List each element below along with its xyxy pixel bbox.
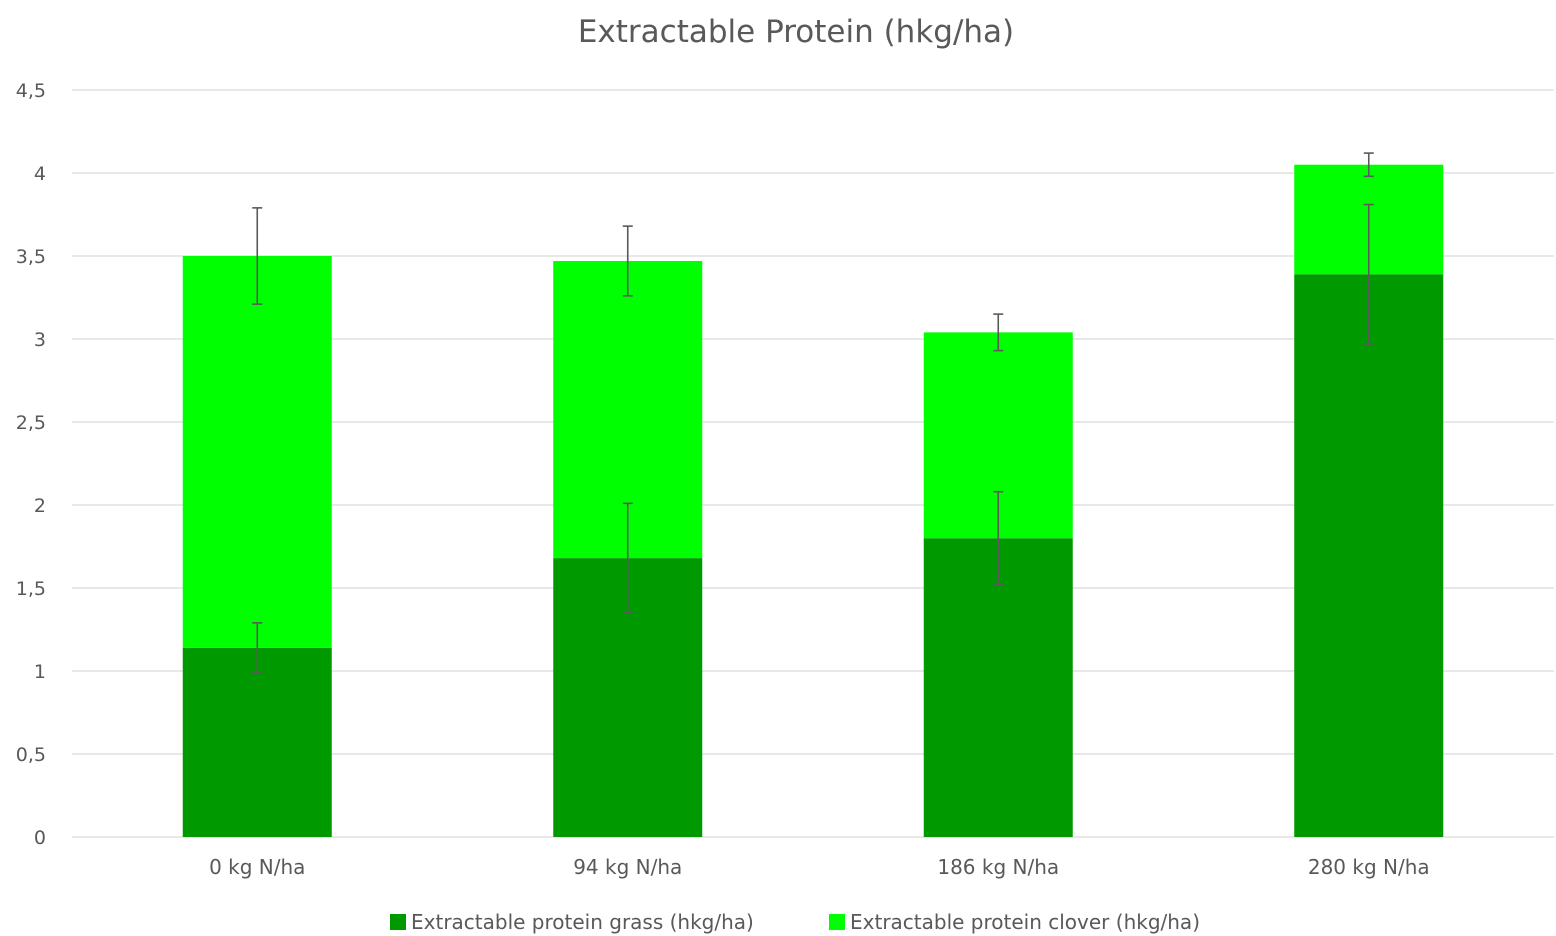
y-tick-label: 4	[34, 163, 46, 185]
error-bars	[252, 152, 1374, 674]
y-tick-label: 2,5	[16, 412, 46, 434]
x-axis: 0 kg N/ha 94 kg N/ha 186 kg N/ha 280 kg N/h…	[209, 855, 1430, 879]
x-tick-label: 186 kg N/ha	[937, 855, 1059, 879]
y-tick-label: 2	[34, 495, 46, 517]
error-bar	[622, 225, 633, 297]
legend-label: Extractable protein clover (hkg/ha)	[850, 910, 1200, 934]
x-tick-label: 280 kg N/ha	[1308, 855, 1430, 879]
error-bar	[1363, 152, 1374, 178]
y-tick-label: 1,5	[16, 578, 46, 600]
x-tick-label: 94 kg N/ha	[573, 855, 682, 879]
error-bar	[622, 502, 633, 614]
legend-item: Extractable protein grass (hkg/ha)	[390, 910, 754, 934]
legend-swatch	[390, 914, 406, 930]
bar-segment	[182, 647, 332, 837]
y-tick-label: 0,5	[16, 744, 46, 766]
y-tick-label: 4,5	[16, 80, 46, 102]
legend-swatch	[829, 914, 845, 930]
bar-segment	[923, 538, 1073, 837]
y-tick-label: 3	[34, 329, 46, 351]
bar-segment	[182, 256, 332, 648]
error-bar	[252, 622, 263, 674]
legend-item: Extractable protein clover (hkg/ha)	[829, 910, 1200, 934]
bar-segment	[1294, 274, 1444, 837]
error-bar	[1363, 203, 1374, 345]
error-bar	[993, 313, 1004, 352]
y-tick-label: 0	[34, 827, 46, 849]
error-bar	[252, 207, 263, 305]
error-bar	[993, 490, 1004, 586]
x-tick-label: 0 kg N/ha	[209, 855, 305, 879]
y-tick-label: 3,5	[16, 246, 46, 268]
y-tick-label: 1	[34, 661, 46, 683]
bars	[182, 164, 1444, 837]
y-axis: 0 0,5 1 1,5 2 2,5 3 3,5 4 4,5	[16, 80, 46, 849]
legend-label: Extractable protein grass (hkg/ha)	[411, 910, 754, 934]
chart-title: Extractable Protein (hkg/ha)	[578, 14, 1014, 50]
legend: Extractable protein grass (hkg/ha) Extrac…	[390, 910, 1200, 934]
